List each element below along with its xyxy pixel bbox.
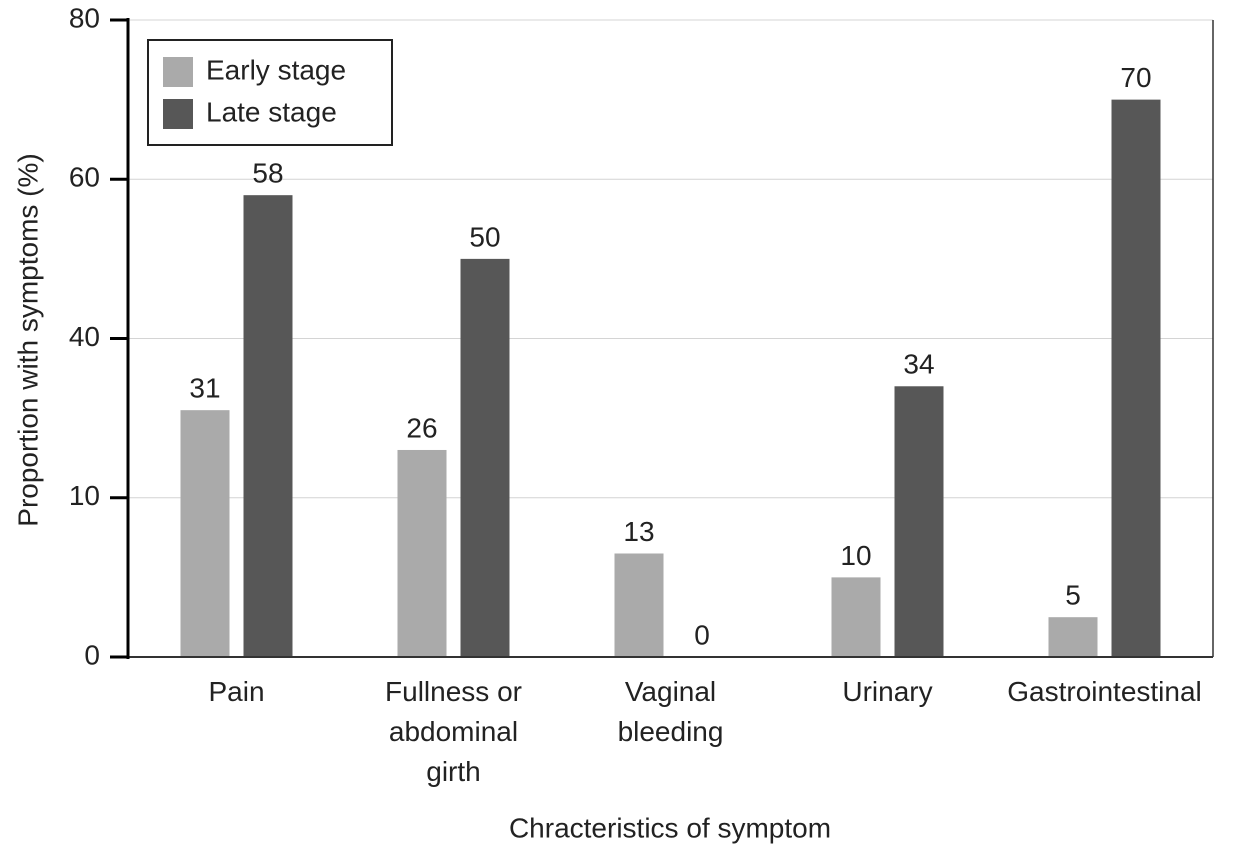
x-tick-label: Gastrointestinal (1007, 676, 1202, 707)
x-tick-label: Pain (208, 676, 265, 707)
x-tick-label-box: Urinary (793, 672, 983, 712)
y-tick-label: 40 (69, 321, 100, 352)
value-label: 0 (694, 619, 710, 650)
value-label: 5 (1065, 580, 1081, 611)
legend-swatch (163, 99, 193, 129)
bar (243, 195, 293, 658)
bar (180, 410, 230, 657)
value-label: 26 (406, 412, 437, 443)
x-tick-label: Fullness or abdominal girth (385, 676, 522, 787)
legend-label: Early stage (206, 54, 346, 85)
y-tick-label: 80 (69, 2, 100, 33)
y-tick-label: 0 (84, 639, 100, 670)
value-label: 34 (903, 349, 934, 380)
y-tick-label: 60 (69, 162, 100, 193)
legend-label: Late stage (206, 96, 337, 127)
value-label: 10 (840, 540, 871, 571)
bar (460, 258, 510, 657)
value-label: 31 (189, 373, 220, 404)
x-tick-label: Urinary (842, 676, 933, 707)
y-axis-title: Proportion with symptoms (%) (12, 153, 43, 526)
value-label: 50 (469, 221, 500, 252)
x-tick-label-box: Fullness or abdominal girth (359, 672, 549, 792)
value-label: 58 (252, 158, 283, 189)
bar (1048, 617, 1098, 657)
x-tick-label-box: Pain (142, 672, 332, 712)
legend-swatch (163, 57, 193, 87)
x-axis-title: Chracteristics of symptom (509, 812, 831, 843)
bar (1111, 99, 1161, 657)
value-label: 13 (623, 516, 654, 547)
value-label: 70 (1120, 62, 1151, 93)
bar (397, 449, 447, 657)
bar (894, 386, 944, 657)
bar (614, 553, 664, 657)
y-tick-label: 10 (69, 480, 100, 511)
bar (831, 577, 881, 657)
x-tick-label-box: Vaginal bleeding (576, 672, 766, 752)
x-tick-label: Vaginal bleeding (617, 676, 724, 747)
x-tick-label-box: Gastrointestinal (1007, 672, 1202, 712)
